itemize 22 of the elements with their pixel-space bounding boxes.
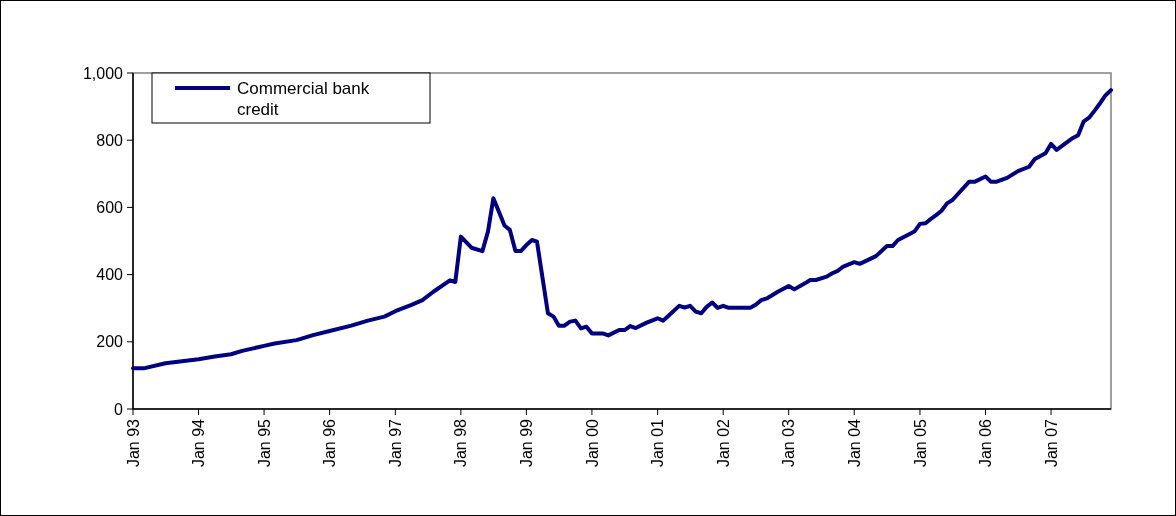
x-tick-label: Jan 96 [321, 418, 339, 468]
x-tick-label: Jan 97 [386, 418, 404, 468]
x-tick-label: Jan 06 [977, 418, 995, 468]
y-tick-label: 0 [114, 400, 124, 418]
y-tick-label: 800 [96, 131, 124, 149]
x-tick-label: Jan 07 [1042, 418, 1060, 468]
legend-label: Commercial bank credit [237, 79, 370, 119]
x-tick-label: Jan 93 [124, 418, 142, 468]
x-tick-label: Jan 05 [911, 418, 929, 468]
y-tick-label: 1,000 [82, 64, 124, 82]
y-tick-label: 600 [96, 199, 124, 216]
y-tick-label: 400 [96, 266, 124, 284]
y-tick-label: 200 [96, 333, 124, 351]
x-tick-label: Jan 03 [780, 418, 798, 468]
x-tick-label: Jan 98 [452, 418, 470, 468]
x-tick-label: Jan 99 [517, 418, 535, 468]
x-tick-label: Jan 04 [845, 418, 863, 468]
x-tick-label: Jan 94 [190, 418, 208, 468]
x-tick-label: Jan 00 [583, 418, 601, 468]
x-tick-label: Jan 01 [649, 418, 667, 468]
x-tick-label: Jan 95 [255, 418, 273, 468]
x-tick-label: Jan 02 [714, 418, 732, 468]
